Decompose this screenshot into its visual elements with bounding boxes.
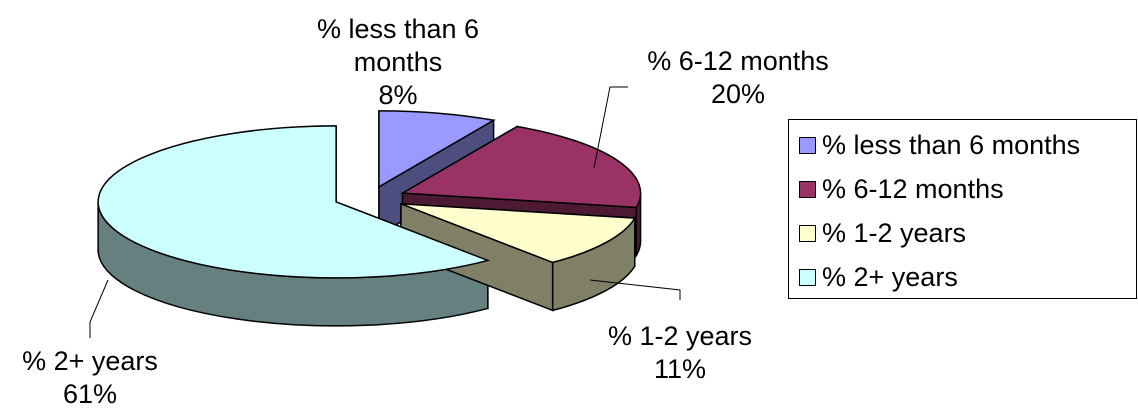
legend: % less than 6 months % 6-12 months % 1-2… bbox=[788, 119, 1137, 299]
legend-label: % less than 6 months bbox=[822, 129, 1081, 160]
data-label: % 1-2 years bbox=[608, 321, 752, 351]
leader-line bbox=[589, 279, 681, 300]
legend-item: % 6-12 months bbox=[799, 171, 1004, 207]
legend-item: % 1-2 years bbox=[799, 215, 966, 251]
data-label: % 6-12 months bbox=[647, 46, 829, 76]
data-label: 11% bbox=[654, 354, 706, 384]
legend-label: % 6-12 months bbox=[822, 173, 1004, 204]
slice-tops bbox=[97, 110, 642, 279]
pie-slice bbox=[400, 125, 642, 209]
data-label: % less than 6 bbox=[317, 14, 479, 44]
legend-item: % 2+ years bbox=[799, 259, 958, 295]
legend-label: % 2+ years bbox=[822, 261, 958, 292]
data-label: months bbox=[354, 47, 443, 77]
data-label: % 2+ years bbox=[22, 346, 158, 376]
data-label: 20% bbox=[711, 79, 765, 109]
legend-swatch bbox=[799, 136, 816, 154]
legend-item: % less than 6 months bbox=[799, 127, 1080, 163]
data-label: 8% bbox=[378, 80, 417, 110]
data-label: 61% bbox=[63, 379, 117, 409]
pie-slice bbox=[400, 203, 637, 264]
legend-label: % 1-2 years bbox=[822, 217, 967, 248]
leader-lines bbox=[89, 86, 681, 338]
legend-swatch bbox=[799, 224, 816, 242]
legend-swatch bbox=[799, 180, 816, 198]
legend-swatch bbox=[799, 268, 816, 286]
leader-line bbox=[593, 86, 628, 169]
leader-line bbox=[89, 279, 109, 338]
pie-slice bbox=[97, 125, 491, 279]
pie-slice bbox=[378, 110, 496, 189]
